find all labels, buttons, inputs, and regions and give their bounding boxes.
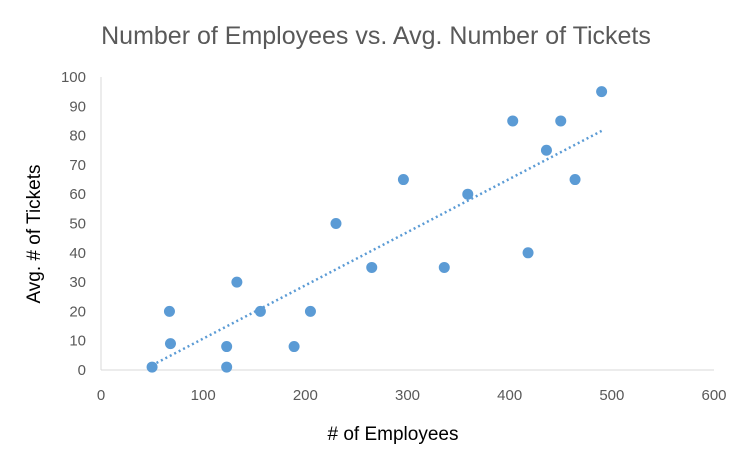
data-point bbox=[330, 218, 342, 229]
x-tick-label: 100 bbox=[191, 387, 216, 404]
data-points bbox=[146, 86, 608, 373]
data-point bbox=[304, 305, 316, 317]
chart-title: Number of Employees vs. Avg. Number of T… bbox=[101, 22, 651, 50]
y-tick-label: 80 bbox=[69, 128, 86, 145]
data-point bbox=[254, 305, 266, 317]
y-tick-label: 60 bbox=[69, 186, 86, 203]
data-point bbox=[221, 361, 233, 373]
data-point bbox=[221, 341, 233, 353]
data-point bbox=[555, 115, 567, 127]
y-tick-label: 40 bbox=[69, 245, 86, 262]
x-tick-label: 0 bbox=[97, 387, 105, 404]
data-point bbox=[288, 341, 300, 353]
data-point bbox=[164, 338, 176, 350]
y-axis-label: Avg. # of Tickets bbox=[24, 164, 45, 303]
x-tick-label: 400 bbox=[497, 387, 522, 404]
y-tick-label: 0 bbox=[78, 362, 86, 379]
x-tick-label: 500 bbox=[599, 387, 624, 404]
trendline bbox=[151, 129, 603, 367]
y-tick-label: 70 bbox=[69, 157, 86, 174]
data-point bbox=[163, 305, 175, 317]
y-tick-labels: 0 10 20 30 40 50 60 70 80 90 100 bbox=[61, 69, 86, 379]
y-tick-label: 30 bbox=[69, 274, 86, 291]
data-point bbox=[569, 174, 581, 186]
x-tick-labels: 0 100 200 300 400 500 600 bbox=[97, 387, 727, 404]
data-point bbox=[596, 86, 608, 98]
y-tick-label: 50 bbox=[69, 216, 86, 233]
data-point bbox=[231, 276, 243, 288]
x-tick-label: 300 bbox=[395, 387, 420, 404]
data-point bbox=[366, 261, 378, 273]
y-tick-label: 90 bbox=[69, 98, 86, 115]
data-point bbox=[507, 115, 519, 127]
axes bbox=[100, 77, 714, 371]
data-point bbox=[540, 144, 552, 156]
x-axis-label: # of Employees bbox=[328, 424, 459, 445]
data-point bbox=[522, 247, 534, 259]
data-point bbox=[397, 174, 409, 186]
y-tick-label: 10 bbox=[69, 333, 86, 350]
data-point bbox=[438, 261, 450, 273]
x-tick-label: 200 bbox=[293, 387, 318, 404]
data-point bbox=[146, 361, 158, 373]
data-point bbox=[462, 188, 474, 200]
trendline-group bbox=[151, 129, 603, 367]
y-tick-label: 100 bbox=[61, 69, 86, 86]
y-tick-label: 20 bbox=[69, 303, 86, 320]
x-tick-label: 600 bbox=[701, 387, 726, 404]
